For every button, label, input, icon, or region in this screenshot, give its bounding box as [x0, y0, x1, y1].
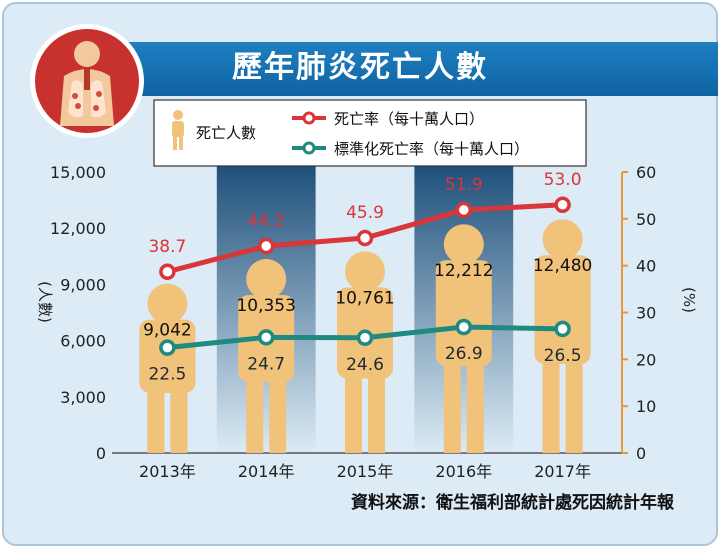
person-bar-torso [435, 260, 492, 367]
y-right-tick-label: 40 [636, 257, 656, 276]
y-right-axis-title: (%) [680, 287, 698, 313]
standardized-rate-point [257, 329, 275, 346]
death-rate-data-label: 45.9 [346, 203, 384, 223]
standardized-rate-data-label: 24.6 [346, 355, 384, 375]
x-tick-label: 2015年 [337, 462, 394, 481]
y-left-axis-title: (人數) [36, 281, 54, 323]
x-tick-label: 2017年 [534, 462, 591, 481]
y-left-tick-label: 9,000 [60, 275, 106, 294]
person-bar-leg [443, 356, 461, 453]
y-right-tick-label: 30 [636, 304, 656, 323]
legend-label-deaths: 死亡人數 [196, 124, 256, 142]
standardized-rate-data-label: 26.5 [544, 346, 582, 366]
standardized-rate-data-label: 22.5 [148, 365, 186, 385]
person-bar-head [345, 251, 385, 292]
person-bar-torso [534, 255, 591, 364]
y-left-tick-label: 0 [96, 444, 106, 463]
person-bar-leg [269, 374, 287, 453]
standardized-rate-point [159, 339, 176, 356]
x-tick-label: 2013年 [139, 462, 196, 481]
person-bar-head [246, 259, 287, 300]
person-bar-leg [170, 386, 188, 453]
person-bar-leg [345, 370, 362, 453]
legend-rate-marker [302, 111, 316, 125]
chart-title: 歷年肺炎死亡人數 [232, 50, 488, 85]
death-rate-data-label: 51.9 [445, 175, 483, 195]
person-bar-leg [565, 354, 583, 453]
legend-person-icon [179, 136, 183, 150]
standardized-rate-point [455, 318, 473, 336]
legend-label-rate: 死亡率（每十萬人口） [334, 110, 484, 128]
standardized-rate-point [356, 329, 374, 347]
title-bar [108, 42, 718, 96]
deaths-data-label: 12,212 [434, 261, 493, 281]
deaths-data-label: 10,353 [236, 296, 295, 316]
legend-box [153, 99, 587, 167]
death-rate-point [257, 237, 275, 255]
y-left-tick-label: 12,000 [50, 219, 106, 238]
legend-standardized-marker [302, 141, 316, 155]
death-rate-data-label: 44.2 [247, 211, 285, 231]
legend-person-icon [173, 136, 177, 150]
y-right-tick-label: 60 [636, 163, 656, 182]
person-bar-leg [246, 374, 264, 453]
standardized-rate-point [554, 320, 571, 338]
person-bar-head [443, 224, 484, 265]
legend-person-icon [172, 121, 184, 137]
deaths-data-label: 9,042 [143, 321, 192, 341]
person-bar-leg [368, 370, 385, 453]
source-note: 資料來源：衛生福利部統計處死因統計年報 [351, 493, 674, 513]
person-bar-leg [466, 356, 484, 453]
y-left-tick-label: 6,000 [60, 332, 106, 351]
y-right-tick-label: 10 [636, 397, 656, 416]
y-right-tick-label: 50 [636, 210, 656, 229]
standardized-rate-data-label: 26.9 [445, 344, 483, 364]
deaths-data-label: 12,480 [533, 256, 592, 276]
y-left-tick-label: 3,000 [60, 388, 106, 407]
death-rate-data-label: 53.0 [544, 170, 582, 190]
y-right-tick-label: 20 [636, 350, 656, 369]
y-right-tick-label: 0 [636, 444, 646, 463]
death-rate-data-label: 38.7 [148, 237, 186, 257]
lungs-logo-icon [30, 24, 144, 138]
x-tick-label: 2016年 [435, 462, 492, 481]
deaths-data-label: 10,761 [335, 288, 394, 308]
legend-person-icon [173, 110, 183, 120]
person-bar-leg [147, 386, 165, 453]
person-bar-leg [542, 354, 560, 453]
person-bar-head [542, 219, 583, 260]
legend-label-standardized: 標準化死亡率（每十萬人口） [334, 140, 529, 158]
person-bar-head [147, 283, 188, 324]
x-tick-label: 2014年 [238, 462, 295, 481]
standardized-rate-data-label: 24.7 [247, 354, 285, 374]
death-rate-point [159, 263, 176, 281]
death-rate-point [356, 229, 374, 247]
death-rate-point [455, 201, 473, 219]
person-bar-torso [139, 319, 196, 393]
death-rate-point [554, 196, 571, 214]
y-left-tick-label: 15,000 [50, 163, 106, 182]
